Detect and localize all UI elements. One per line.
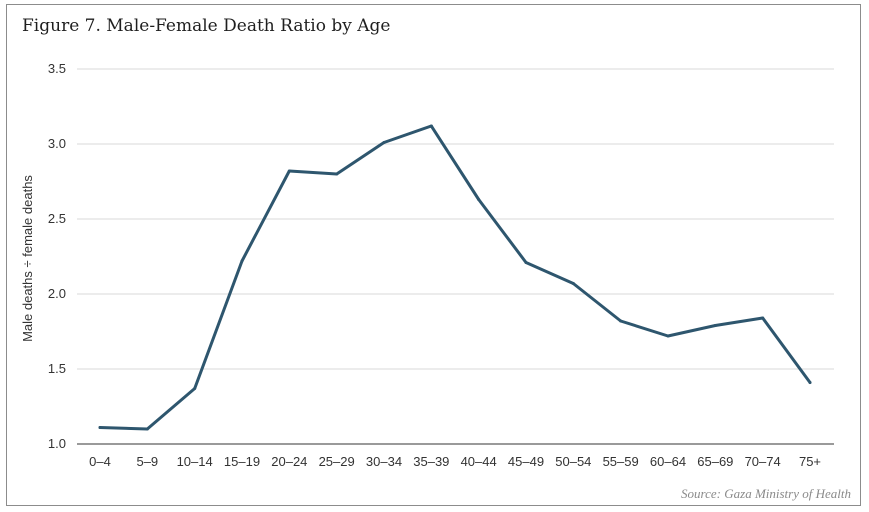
- chart-title: Figure 7. Male-Female Death Ratio by Age: [22, 16, 391, 36]
- x-tick-label: 10–14: [177, 454, 213, 469]
- y-axis-label: Male deaths ÷ female deaths: [20, 175, 35, 342]
- data-point: [713, 324, 717, 327]
- y-tick-label: 1.0: [48, 436, 66, 451]
- x-tick-label: 55–59: [603, 454, 639, 469]
- x-tick-label: 0–4: [89, 454, 111, 469]
- x-tick-label: 15–19: [224, 454, 260, 469]
- series-line: [98, 124, 812, 431]
- data-point: [240, 259, 244, 263]
- x-tick-label: 70–74: [745, 454, 781, 469]
- y-tick-label: 3.5: [48, 61, 66, 76]
- y-tick-label: 2.5: [48, 211, 66, 226]
- y-tick-label: 1.5: [48, 361, 66, 376]
- data-point: [145, 427, 149, 431]
- x-tick-label: 20–24: [271, 454, 307, 469]
- data-point: [287, 169, 291, 173]
- x-tick-label: 5–9: [136, 454, 158, 469]
- data-point: [382, 141, 386, 144]
- data-point: [193, 387, 197, 390]
- data-point: [619, 319, 623, 323]
- x-tick-label: 30–34: [366, 454, 402, 469]
- data-point: [808, 381, 812, 384]
- data-point: [335, 172, 339, 176]
- data-point: [98, 426, 102, 429]
- data-point: [524, 261, 528, 264]
- x-tick-label: 75+: [799, 454, 821, 469]
- data-point: [666, 334, 670, 338]
- figure-frame: [6, 4, 861, 506]
- data-point: [477, 198, 481, 201]
- x-tick-label: 25–29: [319, 454, 355, 469]
- x-tick-label: 35–39: [413, 454, 449, 469]
- x-tick-label: 40–44: [461, 454, 497, 469]
- y-tick-label: 3.0: [48, 136, 66, 151]
- data-point: [761, 316, 765, 320]
- data-point: [429, 124, 433, 128]
- x-tick-label: 65–69: [697, 454, 733, 469]
- x-tick-label: 50–54: [555, 454, 591, 469]
- source-note: Source: Gaza Ministry of Health: [681, 486, 851, 501]
- x-tick-label: 60–64: [650, 454, 686, 469]
- x-tick-label: 45–49: [508, 454, 544, 469]
- y-tick-label: 2.0: [48, 286, 66, 301]
- data-point: [571, 282, 575, 285]
